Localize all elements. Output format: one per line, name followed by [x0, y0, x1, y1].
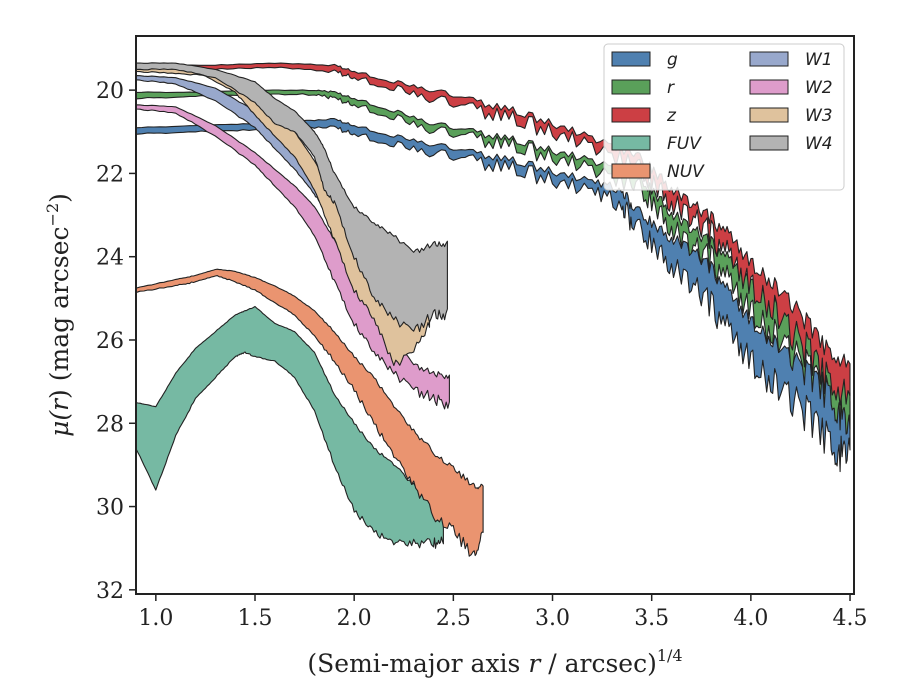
y-tick-label: 26 [96, 329, 124, 354]
y-axis: 20 22 24 26 28 30 32 [96, 79, 136, 604]
x-tick-label: 3.5 [634, 606, 669, 631]
y-tick-label: 24 [96, 246, 124, 271]
legend-swatch-NUV [611, 163, 651, 179]
legend-label-W1: W1 [805, 50, 833, 70]
band-NUV [136, 268, 484, 557]
legend-swatch-W2 [749, 79, 789, 95]
legend-label-W4: W4 [805, 134, 833, 154]
y-axis-label: μ(r) (mag arcsec−2) [43, 193, 74, 437]
series-bands [136, 62, 851, 557]
y-tick-label: 30 [96, 496, 124, 521]
x-tick-label: 2.0 [337, 606, 372, 631]
x-axis: 1.0 1.5 2.0 2.5 3.0 3.5 4.0 4.5 [138, 594, 868, 631]
legend-label-r: r [667, 78, 675, 98]
y-tick-label: 28 [96, 412, 124, 437]
plot-frame [135, 35, 855, 595]
x-tick-label: 4.5 [833, 606, 868, 631]
legend-label-NUV: NUV [667, 162, 705, 182]
legend-swatch-r [611, 79, 651, 95]
x-tick-label: 2.5 [436, 606, 471, 631]
legend-swatch-W1 [749, 51, 789, 67]
legend-label-FUV: FUV [667, 134, 702, 154]
legend-swatch-FUV [611, 135, 651, 151]
band-z [136, 62, 851, 406]
band-r [136, 89, 851, 435]
legend-swatch-g [611, 51, 651, 67]
y-tick-label: 22 [96, 162, 124, 187]
y-tick-label: 20 [96, 79, 124, 104]
y-tick-label: 32 [96, 579, 124, 604]
x-tick-label: 3.0 [535, 606, 570, 631]
band-g [136, 118, 851, 473]
legend-label-W3: W3 [805, 106, 833, 126]
band-W2 [136, 104, 450, 410]
band-FUV [136, 305, 444, 549]
legend-swatch-z [611, 107, 651, 123]
band-W4 [136, 62, 448, 333]
legend-label-g: g [667, 50, 678, 70]
legend-label-z: z [666, 106, 677, 126]
x-tick-label: 1.0 [138, 606, 173, 631]
x-tick-label: 4.0 [733, 606, 768, 631]
legend: grz FUV NUV W1 W2 W3 W4 [603, 43, 845, 191]
legend-label-W2: W2 [805, 78, 833, 98]
x-tick-label: 1.5 [238, 606, 273, 631]
x-axis-label: (Semi-major axis r / arcsec)1/4 [307, 646, 682, 678]
legend-swatch-W4 [749, 135, 789, 151]
legend-swatch-W3 [749, 107, 789, 123]
